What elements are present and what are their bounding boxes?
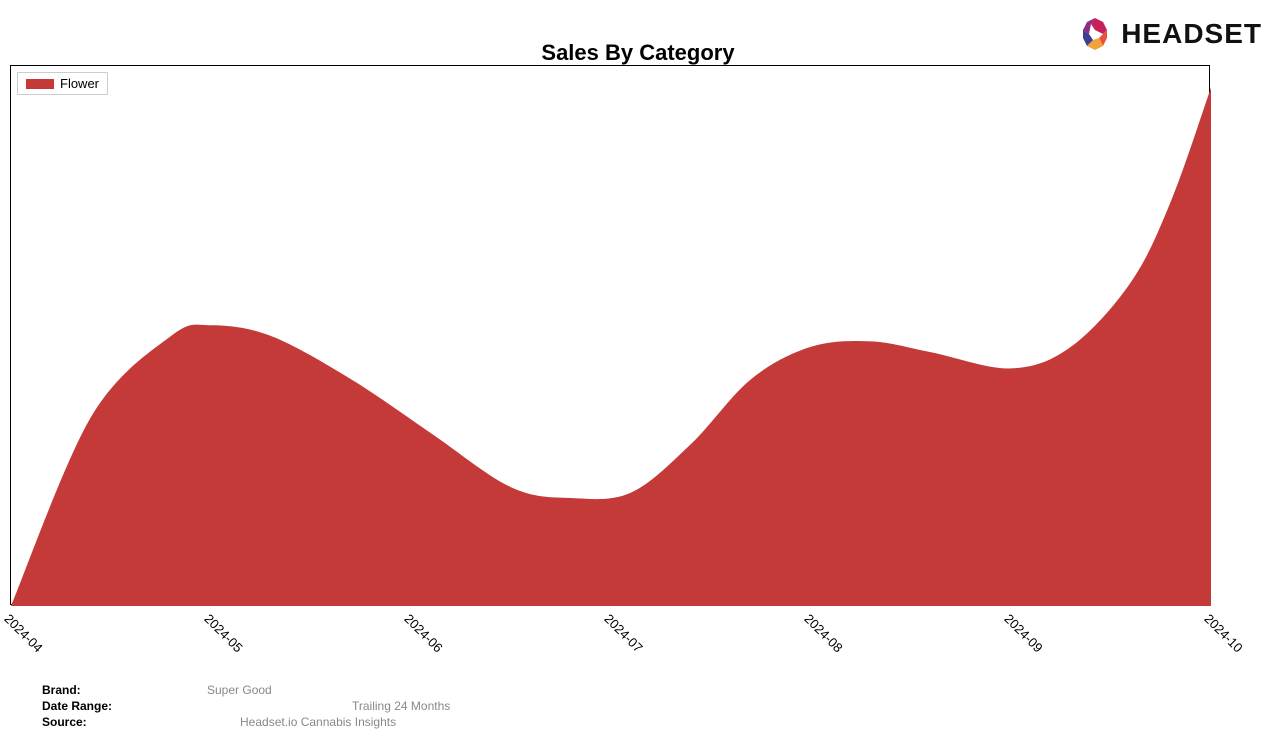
legend-label: Flower xyxy=(60,76,99,91)
meta-val-source: Headset.io Cannabis Insights xyxy=(207,714,396,730)
meta-row-range: Date Range: Trailing 24 Months xyxy=(42,698,450,714)
xtick-label: 2024-10 xyxy=(1201,611,1245,655)
meta-key-range: Date Range: xyxy=(42,698,207,714)
meta-key-brand: Brand: xyxy=(42,682,207,698)
legend: Flower xyxy=(17,72,108,95)
chart-title: Sales By Category xyxy=(0,40,1276,66)
xtick-label: 2024-06 xyxy=(401,611,445,655)
meta-val-range: Trailing 24 Months xyxy=(207,698,450,714)
meta-row-brand: Brand: Super Good xyxy=(42,682,450,698)
chart-plot-area: Flower xyxy=(10,65,1210,605)
legend-swatch xyxy=(26,79,54,89)
xtick-label: 2024-08 xyxy=(801,611,845,655)
meta-table: Brand: Super Good Date Range: Trailing 2… xyxy=(42,682,450,730)
area-chart xyxy=(11,66,1211,606)
meta-val-brand: Super Good xyxy=(207,682,272,698)
xtick-label: 2024-07 xyxy=(601,611,645,655)
xtick-label: 2024-05 xyxy=(201,611,245,655)
meta-row-source: Source: Headset.io Cannabis Insights xyxy=(42,714,450,730)
meta-key-source: Source: xyxy=(42,714,207,730)
area-series-flower xyxy=(11,88,1211,606)
xtick-label: 2024-09 xyxy=(1001,611,1045,655)
xtick-label: 2024-04 xyxy=(1,611,45,655)
